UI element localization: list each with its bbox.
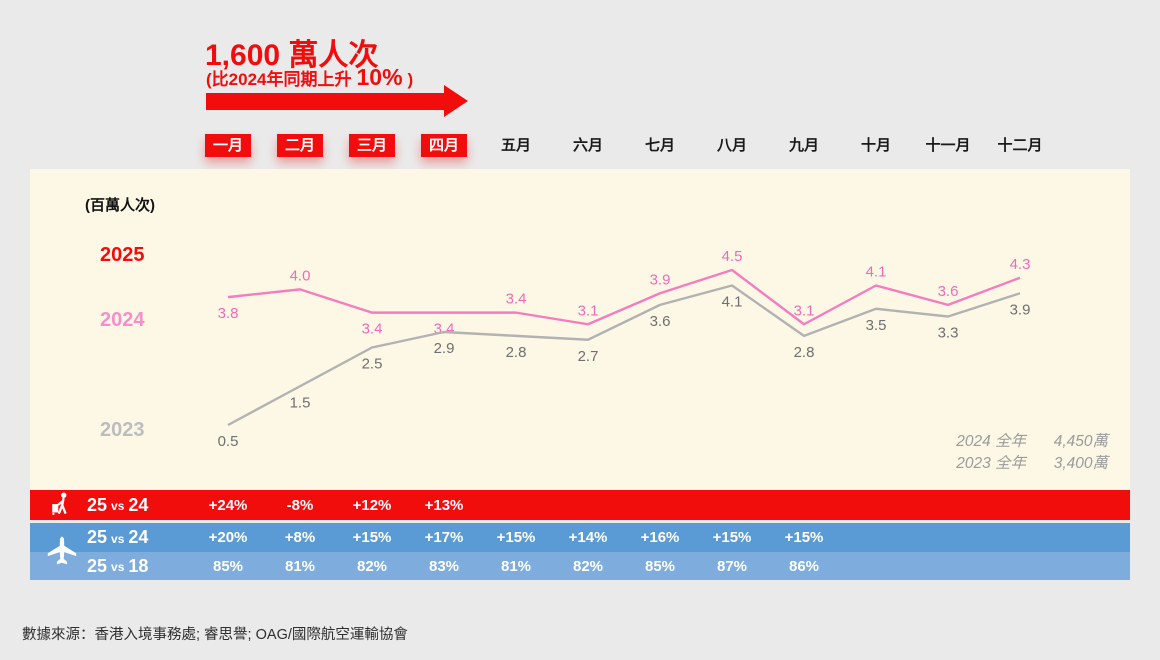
line-chart: 3.8 4.0 3.4 3.4 3.4 3.1 3.9 4.5 3.1 4.1 3.6 4.3 0.5 1… (218, 248, 1031, 450)
flights-25-vs-18-value-2: 81% (284, 557, 316, 575)
legend-2023: 2023 (100, 419, 145, 441)
value-label-2024-9: 3.1 (794, 302, 815, 319)
month-label-5: 五月 (500, 137, 532, 154)
subtitle: (比2024年同期上升 10% ) (206, 64, 413, 91)
month-label-8: 八月 (716, 137, 748, 154)
flights-25-vs-18-value-3: 82% (356, 557, 388, 575)
visitors-25-vs-24-value-2: -8% (286, 496, 314, 514)
flights-25-vs-18-value-9: 86% (788, 557, 820, 575)
line-2024 (227, 268, 1021, 326)
value-label-2023-4: 2.9 (434, 340, 455, 357)
value-label-2024-7: 3.9 (650, 271, 671, 288)
month-label-3: 三月 (348, 134, 396, 157)
row-label-flights-25-vs-24: 25 vs 24 (87, 527, 149, 547)
row-visitors-25-vs-24: 25 vs 24 +24% -8% +12% +13% (30, 490, 1130, 520)
value-label-2023-6: 2.7 (578, 348, 599, 365)
headline: 1,600 萬人次 (205, 39, 379, 72)
flights-25-vs-24-value-1: +20% (208, 529, 248, 546)
arrow-right-icon (206, 93, 444, 110)
flights-25-vs-18-value-5: 81% (500, 557, 532, 575)
legend-2024: 2024 (100, 309, 145, 331)
line-2023 (227, 284, 1021, 427)
annotation-2024-total: 2024 全年 4,450萬 (956, 433, 1108, 450)
value-label-2023-12: 3.9 (1010, 301, 1031, 318)
source-text: 數據來源：香港入境事務處; 睿思譽; OAG/國際航空運輸協會 (22, 627, 408, 643)
value-label-2023-8: 4.1 (722, 294, 743, 311)
flights-25-vs-18-value-6: 82% (572, 557, 604, 575)
flights-25-vs-24-value-3: +15% (352, 529, 392, 546)
month-label-10: 十月 (860, 137, 892, 154)
month-label-2: 二月 (276, 134, 324, 157)
year-total-annotations: 2024 全年 4,450萬 2023 全年 3,400萬 (956, 431, 1108, 475)
month-label-9: 九月 (788, 137, 820, 154)
value-label-2023-5: 2.8 (506, 344, 527, 361)
y-axis-unit-label: (百萬人次) (85, 197, 155, 214)
annotation-2023-total: 2023 全年 3,400萬 (956, 455, 1108, 472)
row-label-flights-25-vs-18: 25 vs 18 (87, 555, 149, 576)
subtitle-percent: 10% (356, 64, 403, 90)
flights-25-vs-24-value-8: +15% (712, 529, 752, 546)
row-label-25-vs-24: 25 vs 24 (87, 494, 149, 515)
legend-2025: 2025 (100, 244, 145, 266)
month-label-12: 十二月 (997, 137, 1043, 154)
value-label-2023-3: 2.5 (362, 356, 383, 373)
flights-25-vs-24-value-5: +15% (496, 529, 536, 546)
subtitle-suffix: ) (407, 70, 414, 89)
value-label-2023-1: 0.5 (218, 433, 239, 450)
value-label-2024-3: 3.4 (362, 321, 383, 338)
flights-25-vs-24-value-6: +14% (568, 529, 608, 546)
value-label-2024-1: 3.8 (218, 305, 239, 322)
chart-panel: (百萬人次) 2025 2024 2023 3.8 4.0 3.4 3.4 3.4 3.1 3.… (30, 169, 1130, 490)
value-label-2023-10: 3.5 (866, 317, 887, 334)
flights-25-vs-18-value-7: 85% (644, 557, 676, 575)
visitors-25-vs-24-value-1: +24% (208, 496, 248, 514)
flights-25-vs-24-value-9: +15% (784, 529, 824, 546)
flights-25-vs-18-value-8: 87% (716, 557, 748, 575)
month-label-1: 一月 (204, 134, 252, 157)
flights-25-vs-18-value-1: 85% (212, 557, 244, 575)
airplane-icon (45, 532, 79, 570)
arrow-right-icon-head (444, 85, 468, 117)
value-label-2023-2: 1.5 (290, 394, 311, 411)
value-label-2023-7: 3.6 (650, 313, 671, 330)
row-flights-25-vs-24: 25 vs 24 +20% +8% +15% +17% +15% +14% +16% +15% +1… (30, 523, 1130, 552)
value-label-2024-10: 4.1 (866, 264, 887, 281)
flights-25-vs-24-value-4: +17% (424, 529, 464, 546)
month-label-4: 四月 (420, 134, 468, 157)
visitors-25-vs-24-value-4: +13% (424, 496, 464, 514)
visitors-25-vs-24-value-3: +12% (352, 496, 392, 514)
row-flights-25-vs-18: 25 vs 18 85% 81% 82% 83% 81% 82% 85% 87% 86% (30, 552, 1130, 580)
value-label-2024-6: 3.1 (578, 302, 599, 319)
value-label-2024-12: 4.3 (1010, 256, 1031, 273)
month-label-11: 十一月 (925, 137, 971, 154)
value-label-2024-11: 3.6 (938, 283, 959, 300)
value-label-2023-11: 3.3 (938, 325, 959, 342)
value-label-2023-9: 2.8 (794, 344, 815, 361)
flights-25-vs-18-value-4: 83% (428, 557, 460, 575)
value-label-2024-4: 3.4 (434, 321, 455, 338)
month-axis: 一月 二月 三月 四月 五月 六月 七月 八月 九月 十月 十一月 十二月 (0, 134, 1160, 158)
value-label-2024-5: 3.4 (506, 291, 527, 308)
value-label-2024-2: 4.0 (290, 267, 311, 284)
flights-25-vs-24-value-2: +8% (284, 529, 316, 546)
traveler-icon (48, 491, 76, 519)
flights-25-vs-24-value-7: +16% (640, 529, 680, 546)
value-label-2024-8: 4.5 (722, 248, 743, 265)
month-label-6: 六月 (572, 137, 604, 154)
subtitle-prefix: (比2024年同期上升 (206, 70, 352, 89)
month-label-7: 七月 (644, 137, 676, 154)
